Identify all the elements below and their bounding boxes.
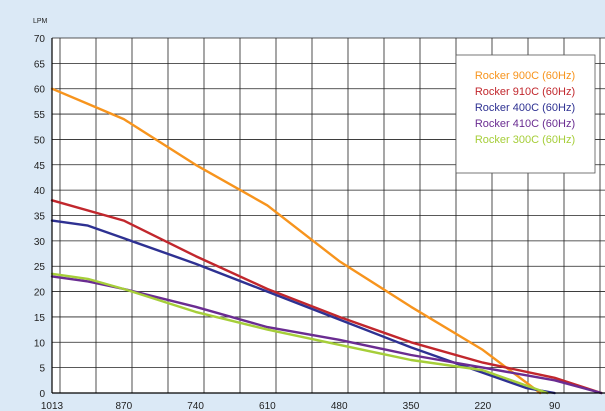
- y-tick-label: 30: [34, 237, 46, 248]
- series-line-2: [50, 199, 603, 395]
- y-tick-label: 25: [34, 262, 46, 273]
- y-tick-label: 5: [39, 364, 45, 375]
- x-tick-label: 350: [403, 401, 420, 411]
- x-tick-label: 480: [331, 401, 348, 411]
- y-axis-unit-label: LPM: [33, 18, 48, 25]
- y-tick-label: 45: [34, 161, 46, 172]
- y-tick-label: 55: [34, 110, 46, 121]
- x-tick-label: 220: [474, 401, 491, 411]
- series-line-3: [50, 219, 556, 395]
- x-tick-label: 870: [115, 401, 132, 411]
- y-tick-label: 20: [34, 288, 46, 299]
- y-tick-label: 60: [34, 85, 46, 96]
- legend-entry-3: Rocker 400C (60Hz): [475, 102, 575, 114]
- legend-entry-1: Rocker 900C (60Hz): [475, 70, 575, 82]
- y-tick-label: 40: [34, 186, 46, 197]
- y-tick-labels: 0 5 10 15 20 25 30 35 40 45 50 55 60 65 70: [34, 34, 46, 400]
- series-layer: [50, 87, 603, 395]
- y-tick-label: 15: [34, 313, 46, 324]
- legend-entry-4: Rocker 410C (60Hz): [475, 118, 575, 130]
- legend-entry-2: Rocker 910C (60Hz): [475, 86, 575, 98]
- legend-box: [455, 54, 596, 174]
- y-tick-label: 10: [34, 338, 46, 349]
- x-tick-label: 90: [549, 401, 561, 411]
- x-tick-label: 740: [187, 401, 204, 411]
- y-tick-label: 50: [34, 135, 46, 146]
- series-line-1: [50, 87, 542, 395]
- series-line-5: [50, 272, 549, 395]
- series-line-4: [50, 275, 603, 395]
- x-tick-label: 1013: [41, 401, 64, 411]
- y-tick-label: 70: [34, 34, 46, 45]
- legend-entry-5: Rocker 300C (60Hz): [475, 134, 575, 146]
- x-tick-label: 610: [259, 401, 276, 411]
- y-tick-label: 35: [34, 212, 46, 223]
- x-tick-labels: 10138707406104803502209025: [41, 401, 561, 411]
- y-tick-label: 65: [34, 59, 46, 70]
- y-tick-label: 0: [39, 389, 45, 400]
- legend: Rocker 900C (60Hz) Rocker 910C (60Hz) Rock…: [455, 54, 596, 174]
